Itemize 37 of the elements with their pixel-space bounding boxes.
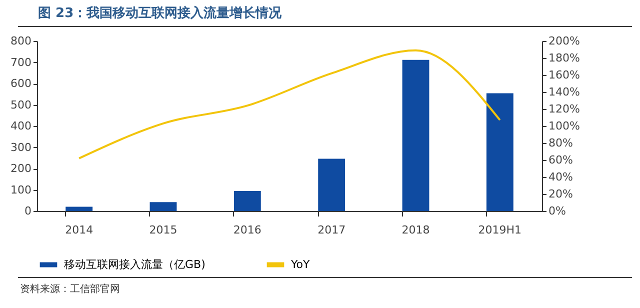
y-tick-label: 700 <box>10 56 32 69</box>
y-tick-label: 400 <box>10 120 32 132</box>
y2-tick-label: 100% <box>548 120 580 132</box>
y-tick-label: 600 <box>10 77 32 90</box>
text: 资料来源：工信部官网 <box>18 277 632 296</box>
legend-label: 移动互联网接入流量（亿GB) <box>64 258 206 271</box>
x-tick-label: 2014 <box>65 224 94 236</box>
y-tick-label: 200 <box>10 162 32 175</box>
x-tick-label: 2015 <box>149 224 178 236</box>
bar <box>66 206 93 211</box>
x-tick-label: 2017 <box>318 224 346 236</box>
bar <box>150 202 177 211</box>
legend-label: YoY <box>290 258 310 271</box>
line-series <box>78 49 501 160</box>
chart-title: 图 23：我国移动互联网接入流量增长情况 <box>18 0 632 27</box>
y2-tick-label: 60% <box>548 154 573 166</box>
bar <box>486 93 514 211</box>
y2-tick-label: 80% <box>548 136 573 150</box>
y2-tick-label: 200% <box>548 34 580 48</box>
y2-tick-label: 140% <box>548 86 580 98</box>
bar <box>318 158 346 211</box>
y-tick-label: 800 <box>10 34 32 48</box>
y-tick-label: 300 <box>10 140 32 154</box>
bar <box>402 60 430 211</box>
x-tick-label: 2016 <box>233 224 262 236</box>
y-tick-label: 500 <box>10 98 32 112</box>
x-tick-label: 2018 <box>402 224 430 236</box>
y-tick-label: 100 <box>10 183 32 196</box>
y2-tick-label: 120% <box>548 102 580 116</box>
y2-tick-label: 180% <box>548 52 580 64</box>
x-tick-label: 2019H1 <box>478 224 522 236</box>
y2-tick-label: 20% <box>548 188 573 200</box>
y-tick-label: 0 <box>24 204 32 218</box>
y2-tick-label: 160% <box>548 68 580 82</box>
y2-tick-label: 40% <box>548 170 573 184</box>
y2-tick-label: 0% <box>548 204 566 218</box>
bar <box>234 191 261 211</box>
